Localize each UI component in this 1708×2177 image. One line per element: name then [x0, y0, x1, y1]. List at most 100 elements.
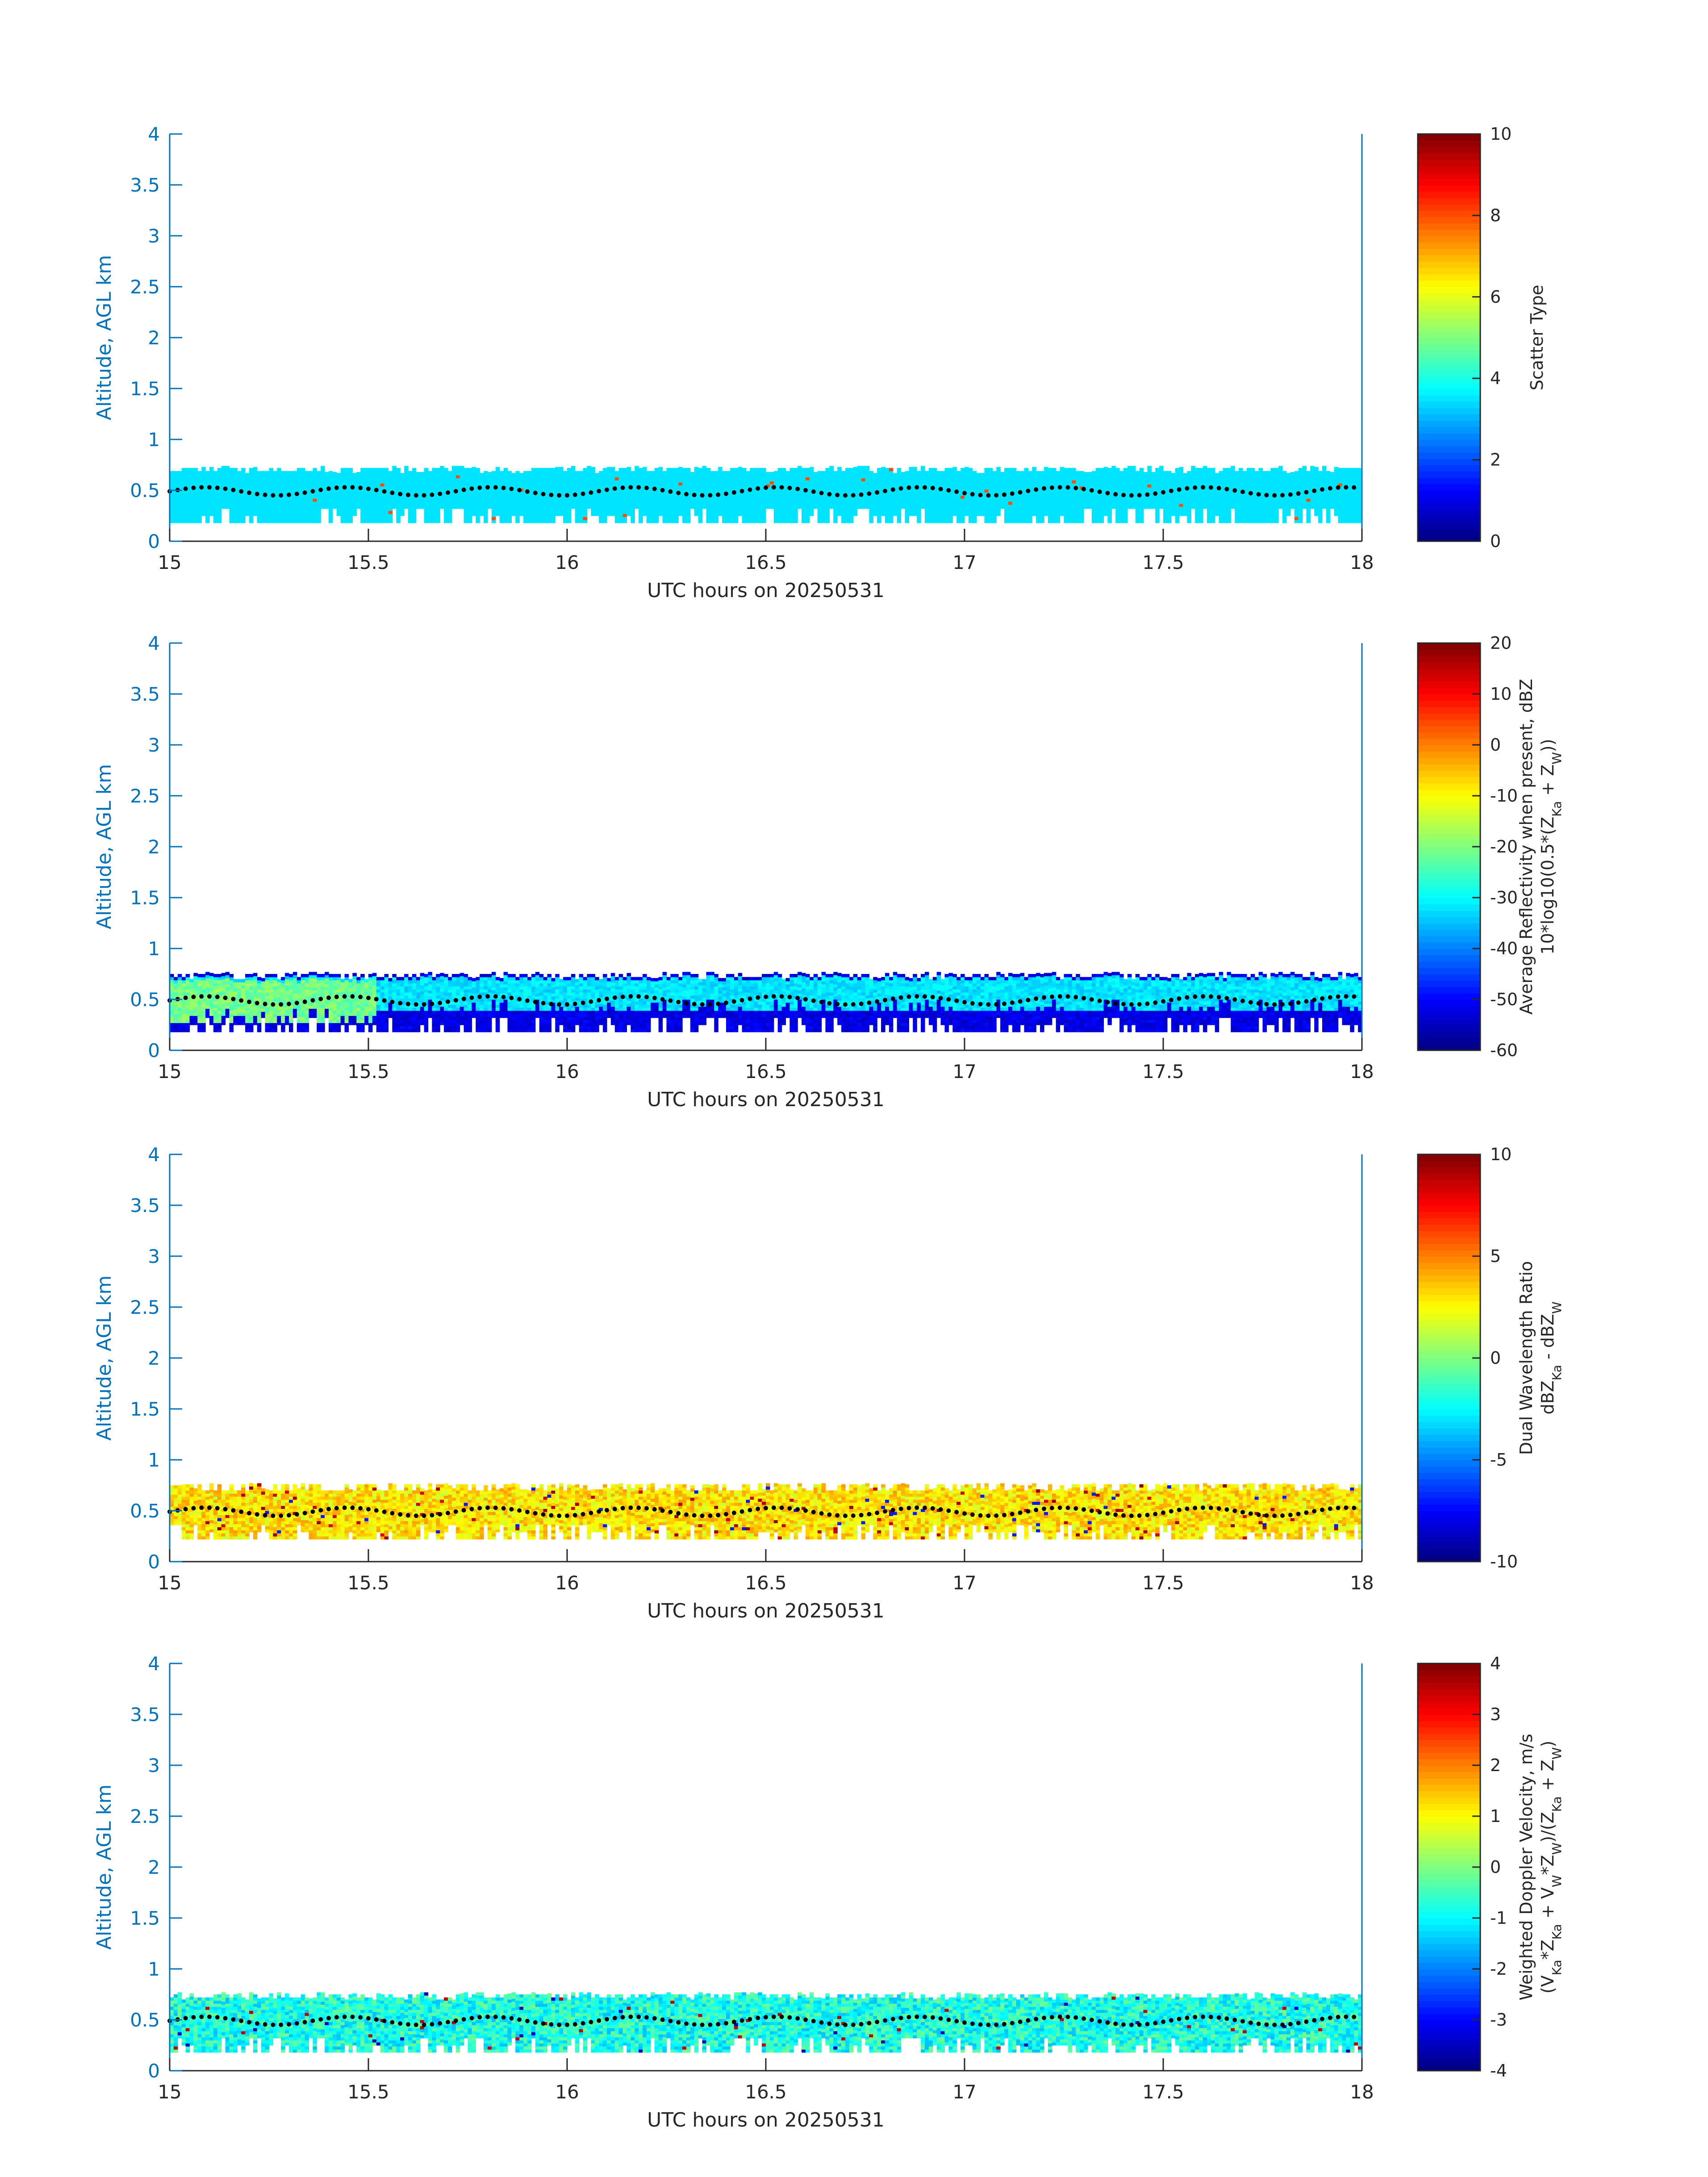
heatmap-cell [285, 480, 289, 484]
heatmap-cell [1095, 504, 1100, 508]
heatmap-cell [965, 479, 969, 483]
heatmap-cell [261, 514, 266, 517]
heatmap-cell [468, 474, 472, 477]
heatmap-cell [789, 471, 794, 475]
heatmap-cell [376, 498, 381, 502]
heatmap-cell [921, 475, 925, 479]
heatmap-cell [793, 507, 798, 511]
heatmap-cell [773, 501, 778, 505]
heatmap-cell [1334, 510, 1339, 513]
heatmap-cell [1147, 466, 1152, 469]
heatmap-cell [702, 499, 707, 503]
heatmap-cell [1123, 480, 1128, 484]
heatmap-cell [412, 504, 417, 508]
heatmap-cell [571, 506, 576, 509]
heatmap-cell [682, 504, 687, 508]
heatmap-cell [865, 487, 869, 491]
heatmap-cell [809, 506, 814, 510]
heatmap-cell [1270, 489, 1275, 493]
heatmap-cell [1143, 506, 1148, 509]
heatmap-cell [662, 495, 667, 499]
heatmap-cell [650, 495, 655, 499]
heatmap-cell [726, 504, 731, 508]
heatmap-cell [802, 492, 806, 496]
heatmap-cell [547, 514, 551, 517]
heatmap-cell [484, 517, 488, 520]
heatmap-cell [738, 497, 743, 501]
heatmap-cell [857, 469, 862, 472]
heatmap-cell [802, 510, 806, 514]
heatmap-cell [543, 471, 548, 475]
heatmap-cell [1187, 480, 1191, 484]
heatmap-cell [205, 495, 210, 499]
heatmap-cell [622, 520, 627, 523]
heatmap-cell [1250, 492, 1255, 496]
heatmap-cell [666, 514, 671, 517]
heatmap-cell [364, 517, 369, 520]
heatmap-cell [662, 504, 667, 508]
heatmap-cell [352, 476, 357, 480]
heatmap-cell [1159, 499, 1164, 503]
heatmap-cell [404, 502, 409, 506]
heatmap-cell [766, 481, 770, 485]
heatmap-cell [1290, 496, 1295, 500]
heatmap-cell [547, 498, 551, 502]
heatmap-cell [1195, 477, 1199, 481]
heatmap-cell [960, 495, 965, 499]
heatmap-cell [865, 469, 869, 472]
heatmap-cell [833, 504, 838, 508]
heatmap-cell [940, 495, 945, 499]
heatmap-cell [857, 487, 862, 491]
heatmap-cell [257, 480, 262, 484]
heatmap-cell [936, 480, 941, 484]
heatmap-cell [229, 480, 234, 484]
heatmap-cell [1235, 486, 1239, 490]
heatmap-cell [603, 480, 607, 484]
heatmap-cell [603, 492, 607, 496]
heatmap-cell [706, 486, 710, 490]
heatmap-cell [1195, 480, 1199, 484]
heatmap-cell [821, 489, 826, 493]
heatmap-cell [388, 501, 393, 505]
heatmap-cell [571, 496, 576, 500]
heatmap-cell [658, 494, 663, 498]
heatmap-cell [650, 514, 655, 517]
heatmap-cell [495, 497, 500, 501]
heatmap-cell [647, 474, 651, 477]
heatmap-cell [1060, 467, 1065, 470]
heatmap-cell [575, 492, 580, 496]
heatmap-cell [1358, 498, 1362, 502]
heatmap-cell [1294, 498, 1299, 502]
heatmap-cell [428, 501, 432, 505]
heatmap-cell [1068, 474, 1072, 477]
heatmap-cell [734, 492, 739, 496]
heatmap-cell [952, 467, 957, 470]
heatmap-cell [1044, 488, 1048, 492]
heatmap-cell [1179, 506, 1184, 510]
heatmap-cell [1052, 498, 1057, 502]
heatmap-cell [1060, 510, 1065, 513]
heatmap-cell [185, 483, 190, 487]
heatmap-cell [269, 471, 273, 475]
heatmap-cell [965, 513, 969, 516]
heatmap-cell [746, 520, 750, 523]
heatmap-cell [793, 471, 798, 475]
heatmap-cell [289, 486, 293, 490]
heatmap-cell [813, 487, 818, 491]
heatmap-cell [1266, 477, 1271, 481]
heatmap-cell [698, 492, 703, 496]
heatmap-cell [543, 520, 548, 523]
heatmap-cell [917, 477, 921, 481]
heatmap-cell [455, 478, 460, 481]
heatmap-cell [1175, 489, 1180, 493]
heatmap-cell [1151, 487, 1156, 491]
heatmap-cell [292, 489, 297, 493]
heatmap-cell [1262, 489, 1267, 493]
heatmap-cell [515, 510, 520, 514]
heatmap-cell [205, 471, 210, 475]
heatmap-cell [1227, 468, 1231, 472]
heatmap-cell [718, 485, 722, 489]
overlay-dot [183, 486, 188, 491]
heatmap-cell [769, 490, 774, 494]
heatmap-cell [1227, 501, 1231, 505]
